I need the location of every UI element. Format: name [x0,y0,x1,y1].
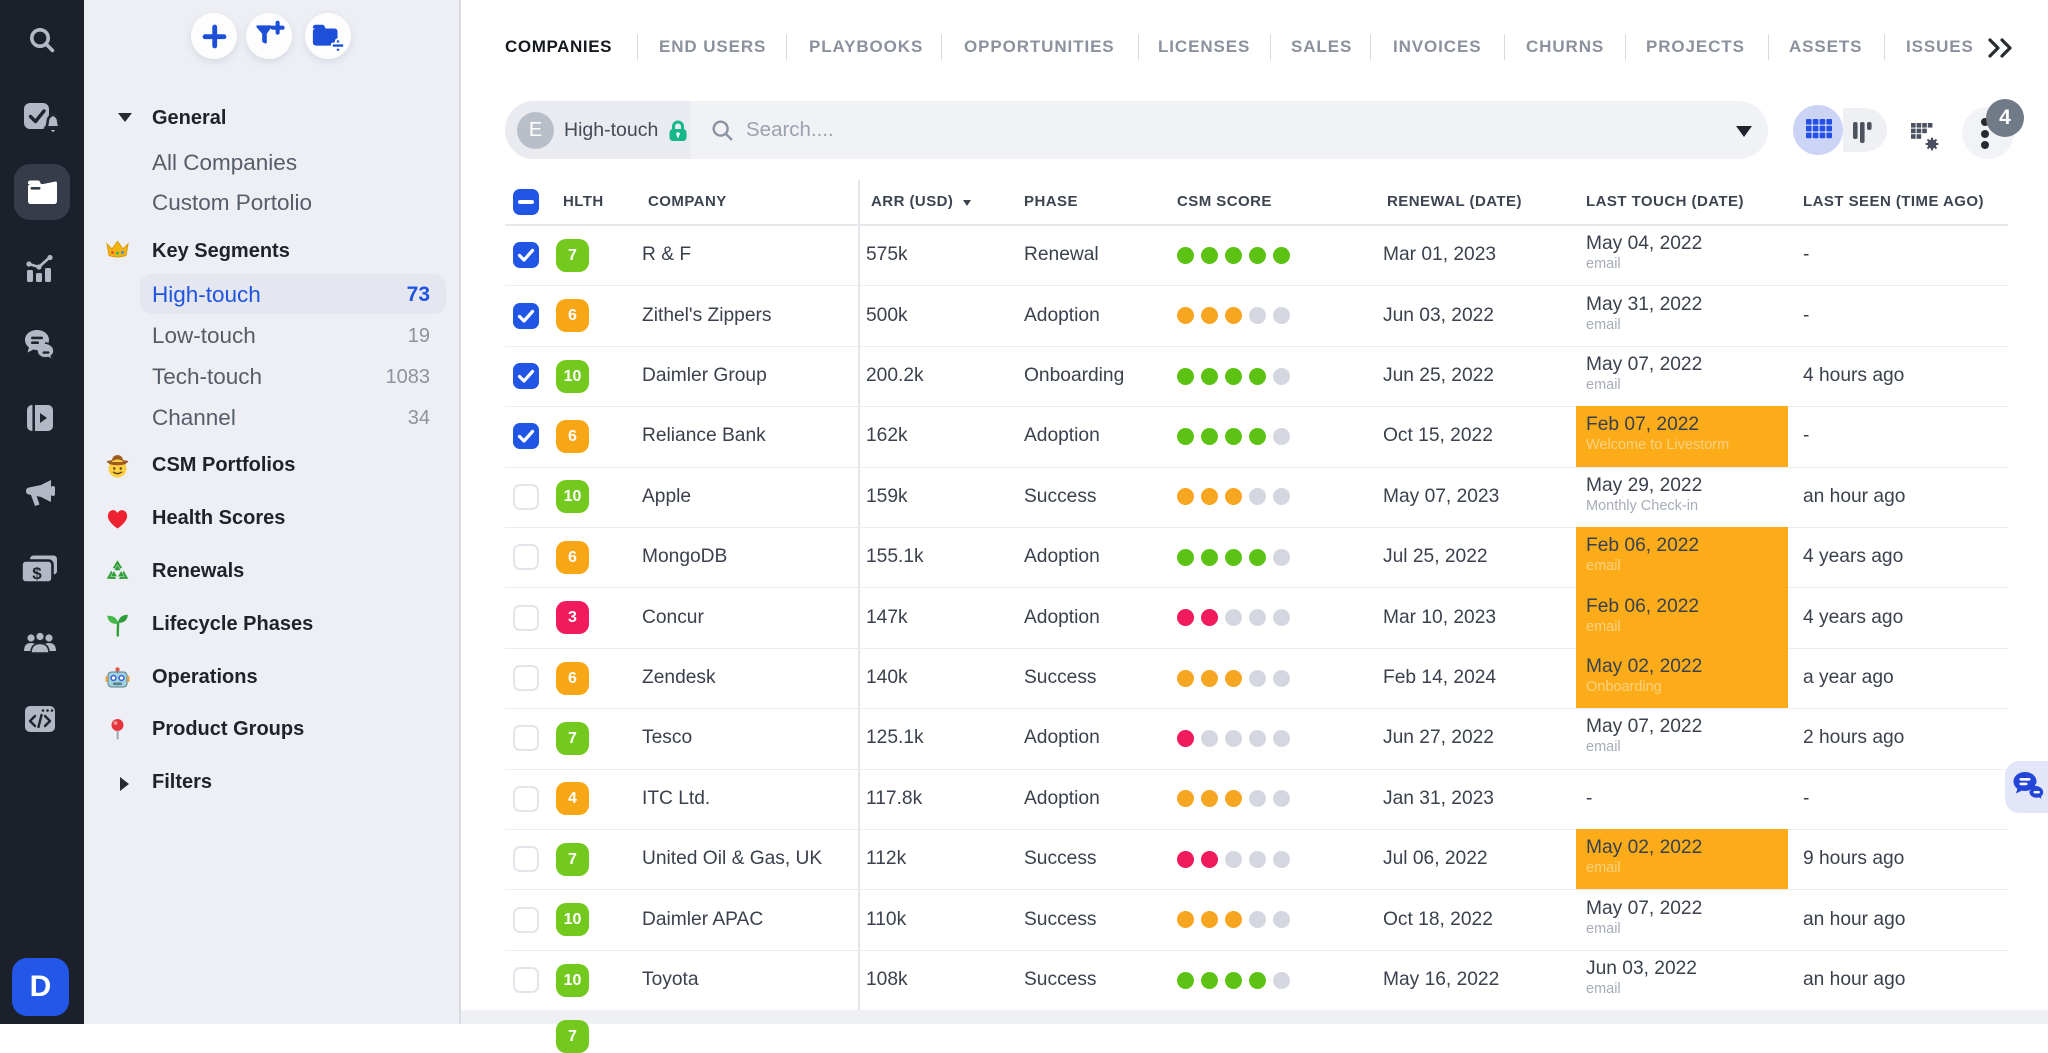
svg-text:$: $ [32,564,42,583]
